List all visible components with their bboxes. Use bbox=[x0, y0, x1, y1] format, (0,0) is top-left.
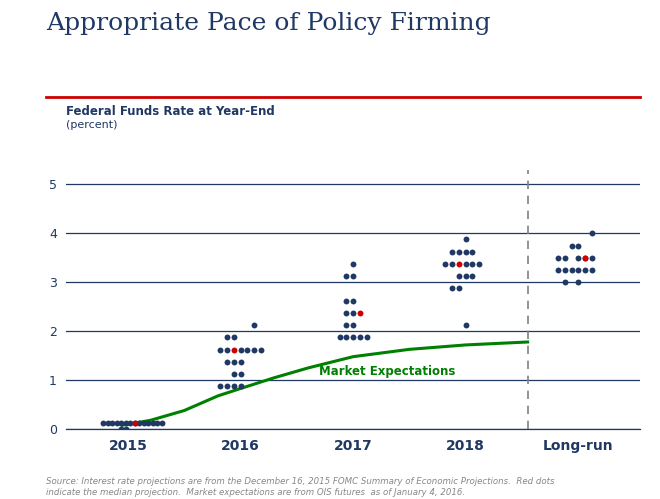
Point bbox=[147, 419, 158, 427]
Point bbox=[341, 272, 352, 280]
Point bbox=[587, 230, 597, 238]
Point bbox=[134, 419, 145, 427]
Point bbox=[242, 346, 253, 354]
Point bbox=[255, 346, 266, 354]
Point bbox=[249, 346, 259, 354]
Point bbox=[341, 333, 352, 341]
Point bbox=[348, 333, 358, 341]
Point bbox=[116, 425, 127, 433]
Point bbox=[222, 382, 232, 390]
Text: Appropriate Pace of Policy Firming: Appropriate Pace of Policy Firming bbox=[46, 12, 491, 35]
Point bbox=[222, 358, 232, 366]
Point bbox=[467, 248, 478, 255]
Point bbox=[348, 309, 358, 317]
Point bbox=[453, 284, 464, 292]
Point bbox=[235, 358, 246, 366]
Point bbox=[152, 419, 162, 427]
Point bbox=[125, 419, 135, 427]
Point bbox=[453, 260, 464, 268]
Point bbox=[453, 248, 464, 255]
Point bbox=[348, 272, 358, 280]
Point bbox=[474, 260, 484, 268]
Point bbox=[341, 296, 352, 304]
Point bbox=[461, 272, 471, 280]
Point bbox=[361, 333, 372, 341]
Point bbox=[107, 419, 117, 427]
Point bbox=[222, 346, 232, 354]
Point bbox=[461, 321, 471, 329]
Point bbox=[156, 419, 167, 427]
Point bbox=[341, 309, 352, 317]
Text: Source: Interest rate projections are from the December 16, 2015 FOMC Summary of: Source: Interest rate projections are fr… bbox=[46, 477, 554, 497]
Point bbox=[573, 266, 583, 274]
Point bbox=[235, 370, 246, 378]
Text: Market Expectations: Market Expectations bbox=[319, 365, 455, 378]
Point bbox=[116, 419, 127, 427]
Point bbox=[467, 272, 478, 280]
Point bbox=[354, 309, 365, 317]
Point bbox=[139, 419, 149, 427]
Point bbox=[120, 419, 131, 427]
Point bbox=[560, 254, 570, 262]
Point bbox=[447, 284, 457, 292]
Point bbox=[215, 382, 226, 390]
Point bbox=[354, 333, 365, 341]
Point bbox=[249, 321, 259, 329]
Point bbox=[129, 419, 140, 427]
Point bbox=[215, 346, 226, 354]
Point bbox=[579, 266, 590, 274]
Point bbox=[447, 260, 457, 268]
Point bbox=[228, 370, 239, 378]
Point bbox=[98, 419, 108, 427]
Point bbox=[453, 272, 464, 280]
Point bbox=[335, 333, 345, 341]
Point bbox=[143, 419, 154, 427]
Point bbox=[566, 242, 577, 250]
Point bbox=[129, 419, 140, 427]
Point bbox=[560, 266, 570, 274]
Point bbox=[222, 333, 232, 341]
Point bbox=[348, 321, 358, 329]
Point bbox=[461, 236, 471, 244]
Point bbox=[579, 254, 590, 262]
Point bbox=[228, 346, 239, 354]
Point bbox=[587, 266, 597, 274]
Point bbox=[573, 278, 583, 286]
Point bbox=[235, 346, 246, 354]
Point bbox=[235, 382, 246, 390]
Text: (percent): (percent) bbox=[66, 120, 117, 130]
Point bbox=[348, 296, 358, 304]
Point bbox=[587, 254, 597, 262]
Point bbox=[440, 260, 451, 268]
Point bbox=[467, 260, 478, 268]
Point bbox=[228, 358, 239, 366]
Point bbox=[447, 248, 457, 255]
Point bbox=[102, 419, 113, 427]
Point bbox=[552, 254, 563, 262]
Point bbox=[566, 266, 577, 274]
Point bbox=[228, 382, 239, 390]
Point bbox=[552, 266, 563, 274]
Point bbox=[573, 254, 583, 262]
Point bbox=[341, 321, 352, 329]
Point bbox=[579, 254, 590, 262]
Point bbox=[560, 278, 570, 286]
Point bbox=[461, 248, 471, 255]
Point bbox=[228, 333, 239, 341]
Point bbox=[112, 419, 122, 427]
Point bbox=[120, 425, 131, 433]
Point bbox=[461, 260, 471, 268]
Text: Federal Funds Rate at Year-End: Federal Funds Rate at Year-End bbox=[66, 105, 275, 118]
Point bbox=[348, 260, 358, 268]
Point bbox=[573, 242, 583, 250]
